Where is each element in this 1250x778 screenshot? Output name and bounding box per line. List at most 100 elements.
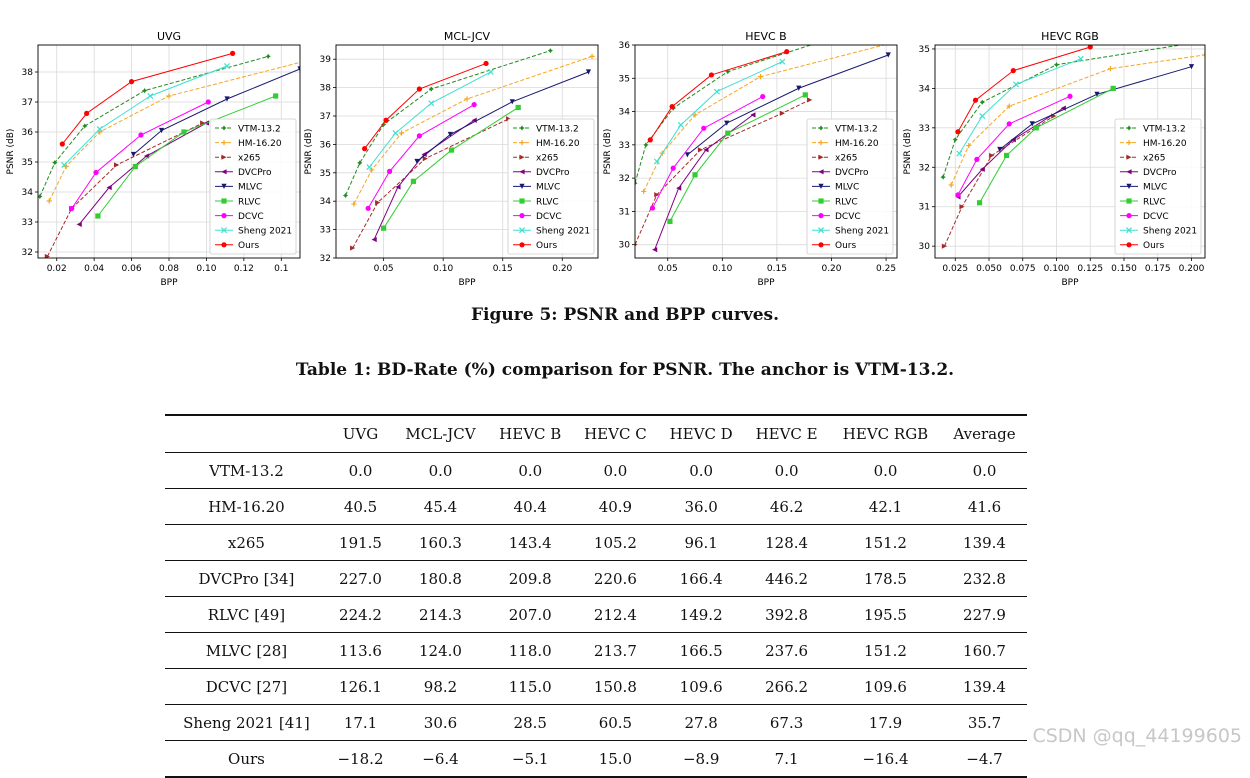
data-point [802,92,808,98]
data-point [684,152,690,158]
data-point [128,79,135,85]
table-header: UVG MCL-JCV HEVC B HEVC C HEVC D HEVC E HEVC R… [165,415,1027,453]
chart-panel: 0.025 0.050 0.075 0.100 0.125 0.150 0.175 0.200… [903,30,1206,288]
series-group [940,45,1205,249]
legend-box [806,118,894,255]
value-cell: 191.5 [339,533,382,552]
legend-label: VTM-13.2 [536,124,579,134]
table-row: VTM-13.2 0.0 0.0 0.0 0.0 0.0 0.0 0.0 0.0 [165,453,1027,489]
series-line [373,119,475,240]
data-point [635,243,638,246]
value-cell: 220.6 [593,569,637,588]
y-axis-label: PSNR (dB) [304,129,314,175]
value-cell: 0.0 [972,461,997,480]
series-line [367,104,475,209]
data-point [952,137,958,143]
y-tick-label: 35 [919,45,930,55]
legend-label: DCVC [238,212,264,222]
value-cell: 28.5 [513,713,547,732]
legend-label: VTM-13.2 [238,124,281,134]
data-point [350,245,356,251]
legend-marker [221,154,227,160]
y-tick-label: 31 [619,207,630,217]
method-cell: DVCPro [34] [198,569,295,588]
legend-label: Sheng 2021 [536,227,590,237]
value-cell: 0.0 [518,461,543,480]
data-point [669,103,675,110]
value-cell: 180.8 [419,569,462,588]
legend-label: HM-16.20 [1143,139,1187,149]
y-tick-label: 32 [22,248,33,258]
data-point [421,151,427,157]
data-point [779,110,785,116]
x-tick-label: 0.08 [159,264,179,274]
value-cell: 40.5 [343,497,378,516]
legend-marker [818,169,824,175]
series-line [957,46,1091,133]
x-tick-label: 0.04 [84,264,104,274]
legend-label: MLVC [835,183,859,193]
data-point [130,151,137,158]
data-point [351,201,357,207]
series-line [352,118,509,249]
legend-label: DCVC [536,212,562,222]
y-tick-label: 32 [619,174,630,184]
data-point [948,182,954,188]
x-tick-label: 0.05 [374,264,394,274]
data-point [779,58,786,65]
y-tick-label: 34 [22,188,34,198]
legend-label: VTM-13.2 [1143,124,1186,134]
column-header: MCL-JCV [405,425,476,443]
method-cell: x265 [227,533,265,552]
data-point [1087,45,1093,50]
legend-label: x265 [835,154,858,164]
data-point [95,213,101,219]
data-point [59,141,65,147]
data-point [114,162,120,168]
legend-marker [1126,140,1132,146]
value-cell: 17.1 [343,713,378,732]
value-cell: 128.4 [765,533,809,552]
data-point [585,69,592,75]
legend-marker [818,140,824,146]
data-point [471,102,477,108]
value-cell: 151.2 [864,533,907,552]
data-point [82,123,88,129]
value-cell: 96.1 [684,533,718,552]
data-point [725,69,731,75]
legend-label: DVCPro [238,168,272,178]
chart-title: MCL-JCV [444,30,491,43]
chart-title: HEVC B [745,30,786,43]
value-cell: 46.2 [769,497,804,516]
series-line [133,68,300,155]
legend-marker [519,140,525,146]
value-cell: −4.7 [966,749,1003,768]
series-line [979,87,1114,204]
data-point [989,152,995,159]
legend-label: Ours [835,241,856,251]
series-group [635,45,891,253]
legend-label: Sheng 2021 [238,227,292,237]
y-tick-label: 37 [320,112,331,122]
data-point [1067,93,1073,99]
series-line [669,94,806,222]
x-tick-label: 0.150 [1111,264,1137,274]
value-cell: 446.2 [765,569,809,588]
series-line [958,58,1081,154]
x-tick-label: 0.125 [1077,264,1103,274]
legend-marker [519,183,525,189]
data-point [652,247,658,253]
value-cell: 60.5 [598,713,633,732]
chart-panel: 0.02 0.04 0.06 0.08 0.10 0.12 0.1 32 33 34 35 36 37 3… [6,30,301,288]
value-cell: 139.4 [963,677,1006,696]
data-point [979,112,986,120]
data-point [223,62,231,70]
value-cell: 15.0 [598,749,633,768]
legend: VTM-13.2 HM-16.20 x265 DVCPro MLVC RLVC DCVC Sh… [806,118,894,255]
data-point [142,88,148,94]
data-point [464,96,470,102]
legend-label: x265 [238,154,261,164]
value-cell: 195.5 [864,605,907,624]
data-point [760,93,766,100]
series-line [383,107,519,229]
